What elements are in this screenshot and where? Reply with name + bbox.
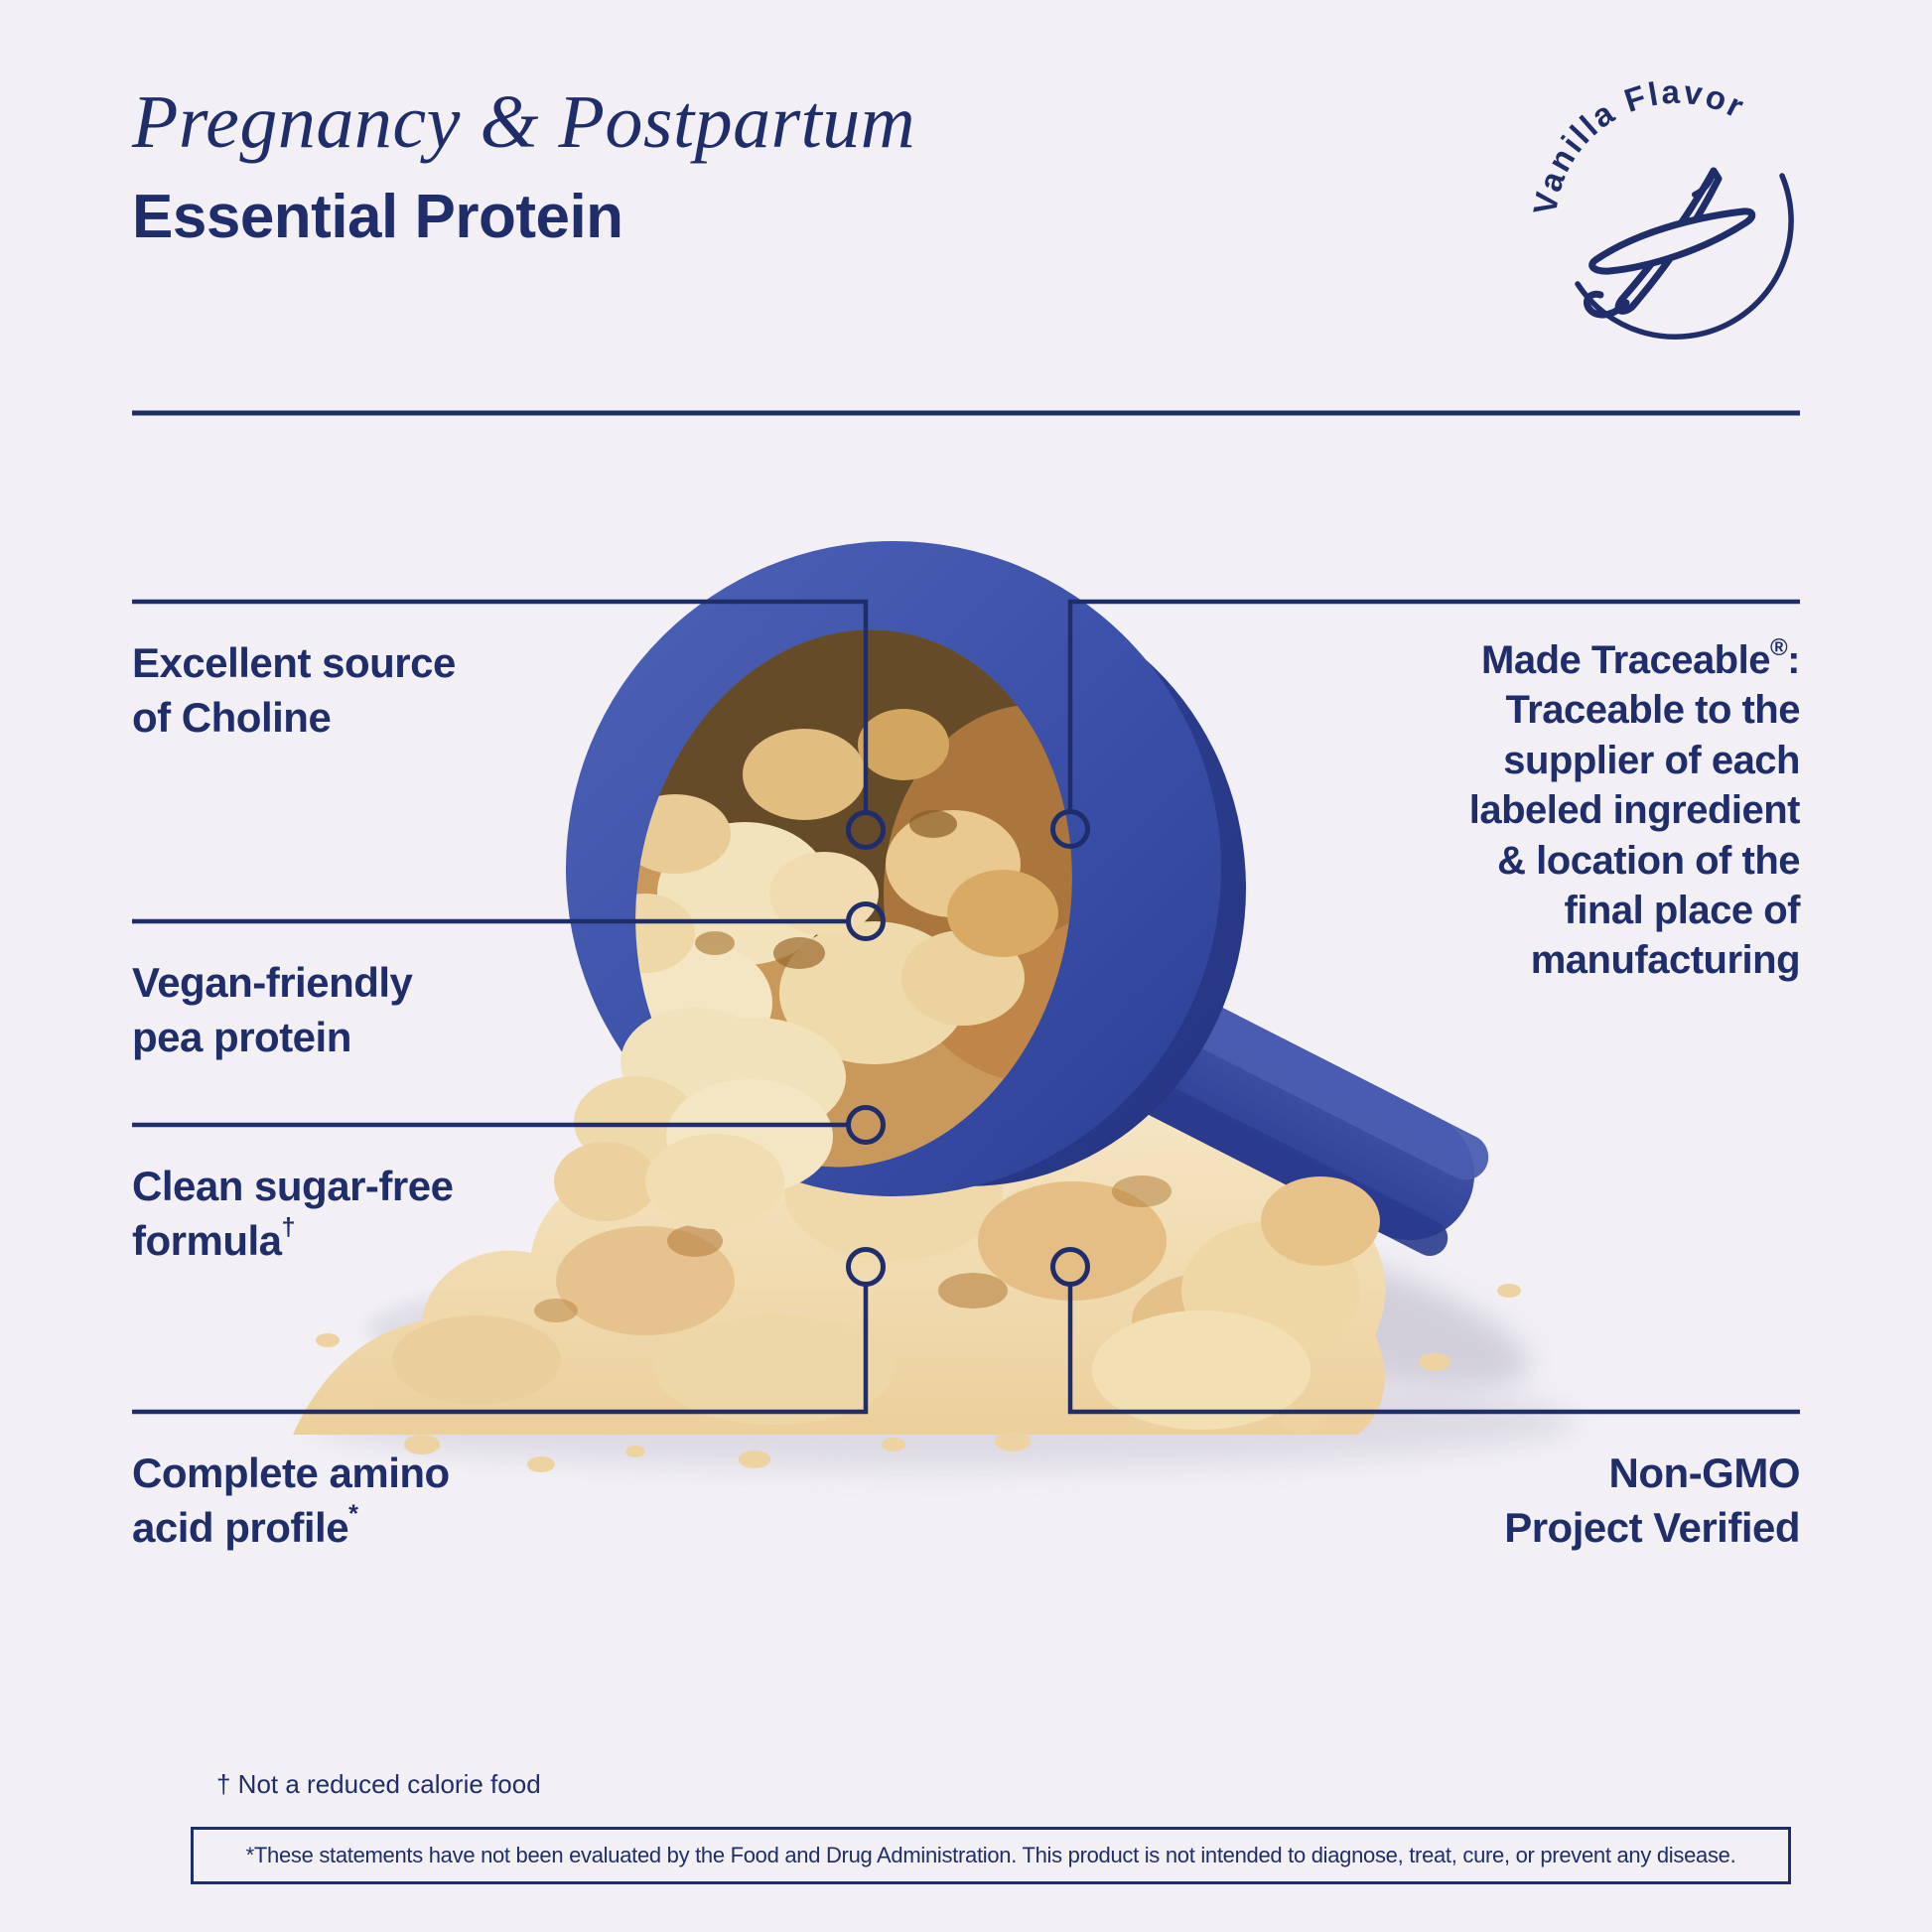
title-line-serif: Pregnancy & Postpartum (132, 80, 916, 164)
fda-disclaimer-text: *These statements have not been evaluate… (245, 1843, 1736, 1867)
callout-traceable: Made Traceable®: Traceable to the suppli… (1468, 634, 1801, 986)
registered-superscript: ® (1769, 634, 1788, 661)
callout-amino-word: acid profile (132, 1504, 349, 1552)
page-title: Pregnancy & Postpartum Essential Protein (132, 80, 916, 251)
callout-vegan-line2: pea protein (132, 1014, 351, 1061)
callout-traceable-line3: supplier of each (1503, 738, 1800, 782)
vanilla-flavor-badge: Vanilla Flavor (1526, 73, 1794, 340)
callout-circle-nongmo (1050, 1247, 1090, 1287)
callout-amino-line2: acid profile* (132, 1500, 450, 1555)
callout-sugarfree-word: formula (132, 1217, 282, 1265)
dagger-footnote: † Not a reduced calorie food (216, 1769, 541, 1799)
callout-line-nongmo (1067, 1285, 1800, 1415)
callout-traceable-line4: labeled ingredient (1468, 788, 1801, 833)
callout-choline-line2: of Choline (132, 694, 332, 742)
callout-circle-sugarfree (846, 1105, 886, 1145)
callout-sugarfree-line1: Clean sugar-free (132, 1163, 454, 1209)
callout-line-amino (132, 1285, 869, 1415)
callout-circle-choline (846, 810, 886, 850)
callout-nongmo-line2: Project Verified (1504, 1504, 1800, 1552)
callout-choline: Excellent source of Choline (132, 635, 456, 746)
callout-sugarfree-line2: formula† (132, 1213, 453, 1268)
callout-traceable-line2: Traceable to the (1505, 688, 1800, 733)
callout-choline-line1: Excellent source (132, 639, 456, 686)
callout-traceable-line5: & location of the (1497, 838, 1800, 883)
callout-circle-traceable (1050, 809, 1090, 849)
title-line-sans: Essential Protein (132, 182, 623, 251)
callout-line-choline (132, 599, 869, 812)
callout-line-traceable (1067, 599, 1800, 811)
powder-crumbs (316, 1284, 1521, 1472)
callout-traceable-word: Made Traceable (1481, 638, 1770, 682)
callout-sugarfree: Clean sugar-free formula† (132, 1159, 454, 1269)
callout-traceable-line7: manufacturing (1530, 938, 1801, 983)
fda-disclaimer-box: *These statements have not been evaluate… (191, 1827, 1791, 1884)
callout-traceable-line1: Made Traceable®: (1469, 634, 1800, 685)
callout-connectors (132, 599, 1800, 1415)
powder-spill (554, 1008, 1380, 1430)
callout-vegan-line1: Vegan-friendly (132, 959, 413, 1006)
callout-circle-amino (846, 1247, 886, 1287)
callout-traceable-line6: final place of (1564, 888, 1801, 932)
vanilla-pod-icon (1584, 167, 1756, 319)
callout-circle-vegan (846, 901, 886, 941)
callout-traceable-colon: : (1787, 638, 1800, 682)
callout-amino-line1: Complete amino (132, 1449, 450, 1496)
badge-arc (1575, 173, 1794, 340)
callout-nongmo-line1: Non-GMO (1608, 1449, 1801, 1496)
asterisk-superscript: * (348, 1500, 358, 1529)
callout-vegan: Vegan-friendly pea protein (132, 955, 413, 1065)
callout-nongmo: Non-GMO Project Verified (1504, 1446, 1800, 1556)
dagger-superscript: † (281, 1213, 296, 1242)
callout-amino: Complete amino acid profile* (132, 1446, 450, 1556)
badge-label: Vanilla Flavor (1526, 73, 1751, 217)
